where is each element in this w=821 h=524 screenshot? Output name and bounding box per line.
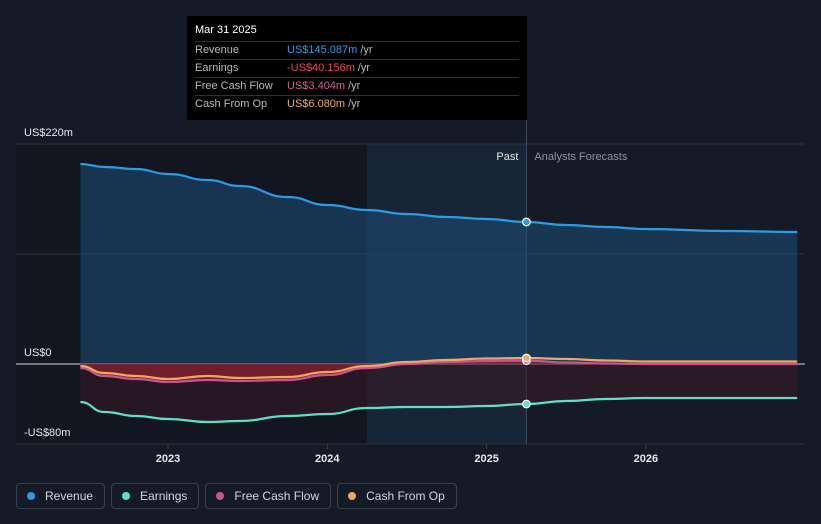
tooltip-row-revenue: Revenue US$145.087m /yr	[195, 41, 519, 59]
earnings-marker	[522, 399, 531, 409]
chart-legend: Revenue Earnings Free Cash Flow Cash Fro…	[16, 483, 457, 511]
y-tick-label: US$0	[24, 347, 52, 359]
legend-label: Free Cash Flow	[234, 489, 320, 503]
revenue-marker	[522, 217, 531, 227]
tooltip-label: Free Cash Flow	[195, 80, 273, 92]
x-tick-label: 2026	[634, 453, 658, 465]
revenue-area	[80, 164, 798, 364]
legend-item-free-cash-flow[interactable]: Free Cash Flow	[205, 483, 332, 509]
legend-label: Earnings	[140, 489, 188, 503]
legend-item-cash-from-op[interactable]: Cash From Op	[337, 483, 457, 509]
past-label: Past	[496, 151, 518, 163]
free-cash-flow-line	[80, 359, 798, 384]
tooltip-unit: /yr	[360, 44, 373, 56]
earnings-line	[80, 396, 798, 424]
hover-tooltip: Mar 31 2025 Revenue US$145.087m /yr Earn…	[187, 16, 527, 120]
tooltip-unit: /yr	[348, 98, 361, 110]
tooltip-row-earnings: Earnings -US$40.156m /yr	[195, 59, 519, 77]
tooltip-row-cash-from-op: Cash From Op US$6.080m /yr	[195, 95, 519, 113]
tooltip-value: US$3.404m	[287, 80, 346, 92]
tooltip-label: Earnings	[195, 62, 239, 74]
x-tick-label: 2023	[156, 453, 180, 465]
x-tick-label: 2024	[315, 453, 340, 465]
legend-dot-icon	[216, 492, 225, 500]
y-tick-label: -US$80m	[24, 427, 70, 439]
tooltip-label: Cash From Op	[195, 98, 268, 110]
legend-item-revenue[interactable]: Revenue	[16, 483, 106, 509]
tooltip-row-free-cash-flow: Free Cash Flow US$3.404m /yr	[195, 77, 519, 95]
revenue-line	[80, 162, 798, 234]
cash-from-op-line	[80, 356, 798, 381]
tooltip-unit: /yr	[357, 62, 371, 74]
forecast-label: Analysts Forecasts	[534, 151, 627, 163]
tooltip-value: US$6.080m	[287, 98, 346, 110]
legend-dot-icon	[27, 492, 35, 500]
legend-label: Revenue	[45, 489, 94, 503]
legend-label: Cash From Op	[366, 489, 445, 503]
legend-item-earnings[interactable]: Earnings	[111, 483, 200, 509]
tooltip-value: -US$40.156m	[287, 62, 355, 74]
tooltip-unit: /yr	[348, 80, 361, 92]
tooltip-label: Revenue	[195, 44, 240, 56]
tooltip-value: US$145.087m	[287, 44, 358, 56]
legend-dot-icon	[122, 492, 131, 500]
x-tick-label: 2025	[474, 453, 498, 465]
tooltip-date: Mar 31 2025	[195, 24, 257, 36]
legend-dot-icon	[348, 492, 357, 500]
y-tick-label: US$220m	[24, 127, 73, 139]
cash-from-op-marker	[522, 353, 531, 363]
